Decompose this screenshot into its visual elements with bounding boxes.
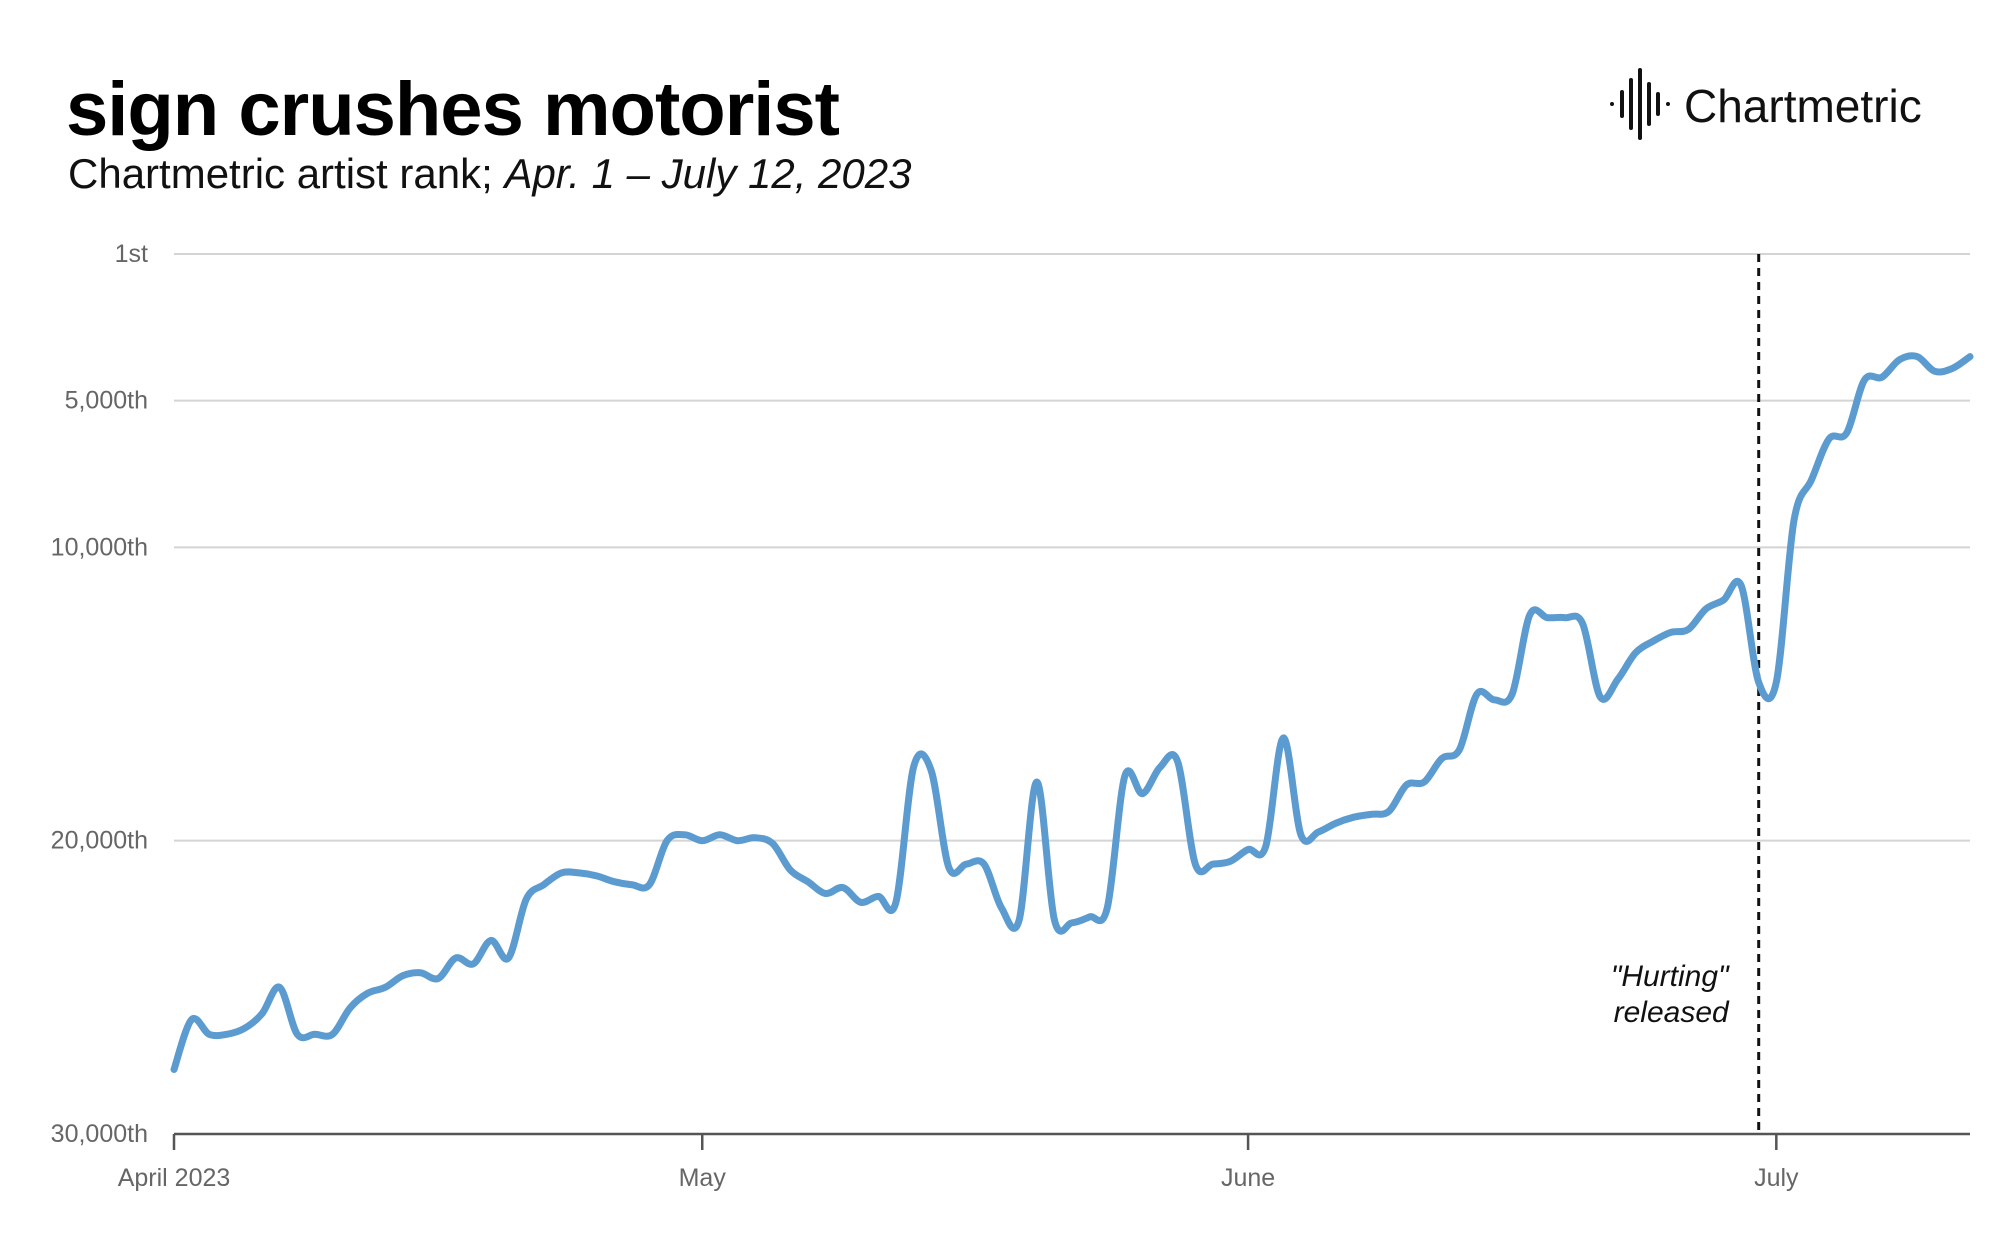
x-tick-labels: April 2023 May June July	[118, 1164, 1799, 1192]
x-tick-label: April 2023	[118, 1164, 231, 1192]
chartmetric-waveform-icon	[1608, 66, 1672, 147]
x-tick-label: May	[679, 1164, 727, 1192]
y-tick-labels: 1st 5,000th 10,000th 20,000th 30,000th	[51, 240, 148, 1148]
grid-lines	[174, 253, 1970, 842]
y-tick-label: 1st	[115, 240, 148, 268]
y-tick-label: 30,000th	[51, 1120, 148, 1148]
brand-logo: Chartmetric	[1608, 66, 1922, 147]
annotation-label-line1: "Hurting"	[1611, 960, 1730, 993]
subtitle-date-range: Apr. 1 – July 12, 2023	[504, 150, 912, 197]
series-line	[170, 352, 1974, 1073]
y-tick-label: 5,000th	[65, 387, 148, 415]
annotation-label-line2: released	[1614, 996, 1730, 1029]
x-tick-label: July	[1754, 1164, 1799, 1192]
page-title: sign crushes motorist	[66, 67, 840, 152]
chart-subtitle: Chartmetric artist rank; Apr. 1 – July 1…	[68, 150, 911, 198]
series-line-layer	[170, 352, 1974, 1073]
subtitle-plain: Chartmetric artist rank;	[68, 150, 505, 197]
y-tick-label: 20,000th	[51, 827, 148, 855]
annotation: "Hurting"released	[1611, 254, 1761, 1134]
x-tick-label: June	[1221, 1164, 1275, 1192]
y-tick-label: 10,000th	[51, 533, 148, 561]
x-axis	[172, 1132, 1970, 1150]
brand-name: Chartmetric	[1684, 80, 1922, 132]
